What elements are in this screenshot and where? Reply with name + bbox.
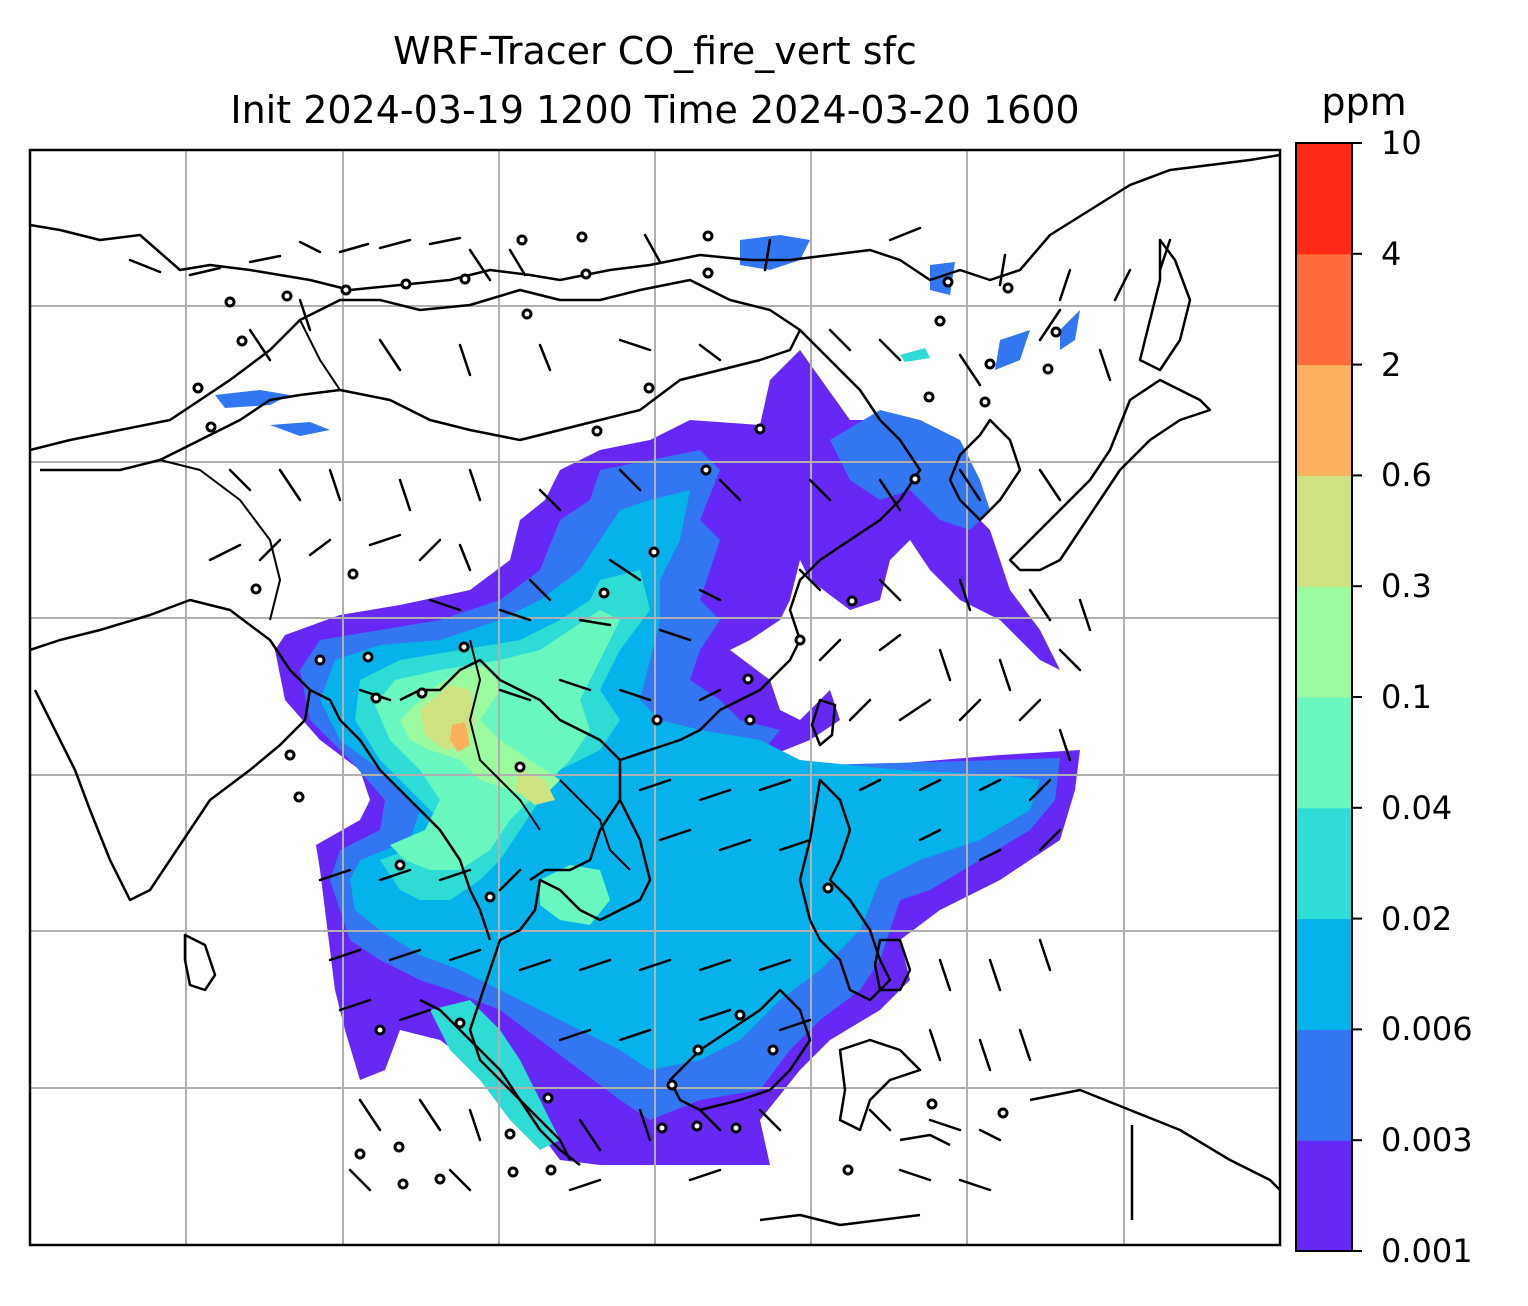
- colorbar-unit-label: ppm: [1321, 80, 1407, 124]
- colorbar-tick-label: 0.006: [1381, 1010, 1473, 1049]
- colorbar-tick-label: 0.001: [1381, 1232, 1473, 1270]
- colorbar-tick-label: 0.003: [1381, 1121, 1473, 1160]
- calm-wind-markers: [192, 230, 1062, 1190]
- colorbar-tick-label: 4: [1381, 234, 1402, 273]
- field-level-7: [450, 722, 470, 752]
- field-level-4b: [540, 865, 610, 925]
- field-level-6b: [515, 770, 555, 805]
- field-patch-north-1: [215, 390, 290, 408]
- colorbar-tick-label: 0.6: [1381, 456, 1432, 495]
- colorbar-swatch-8: [1296, 253, 1352, 366]
- field-level-1b: [830, 410, 990, 530]
- colorbar-tick-label: 0.04: [1381, 788, 1453, 827]
- gridlines: [30, 150, 1280, 1245]
- colorbar-swatch-5: [1296, 586, 1352, 698]
- colorbar-swatch-0: [1296, 1140, 1352, 1252]
- colorbar-tick-label: 0.1: [1381, 678, 1432, 716]
- colorbar-swatch-1: [1296, 1029, 1352, 1141]
- colorbar-tick-label: 0.3: [1381, 567, 1432, 606]
- coastlines: [30, 153, 1280, 1227]
- field-patch-north-2: [270, 422, 330, 436]
- chart-title-line-2: Init 2024-03-19 1200 Time 2024-03-20 160…: [230, 88, 1080, 132]
- chart-title-line-1: WRF-Tracer CO_fire_vert sfc: [393, 29, 917, 73]
- colorbar-swatch-3: [1296, 807, 1352, 920]
- map-frame: [28, 148, 1282, 1247]
- colorbar-tick-label: 2: [1381, 345, 1402, 384]
- colorbar-tick-label: 0.02: [1381, 899, 1453, 938]
- wind-barbs: [128, 226, 1172, 1192]
- colorbar-swatch-7: [1296, 364, 1352, 476]
- colorbar-swatch-4: [1296, 697, 1352, 809]
- field-level-1c: [740, 235, 810, 270]
- colorbar-tick-label: 10: [1381, 124, 1422, 162]
- field-patch-north-3: [900, 348, 930, 362]
- colorbar-swatch-6: [1296, 475, 1352, 587]
- field-patch-north-4: [995, 330, 1030, 370]
- colorbar-swatch-9: [1296, 143, 1352, 255]
- colorbar: [1295, 142, 1362, 1252]
- field-patch-north-5: [1060, 310, 1080, 350]
- colorbar-swatch-2: [1296, 918, 1352, 1030]
